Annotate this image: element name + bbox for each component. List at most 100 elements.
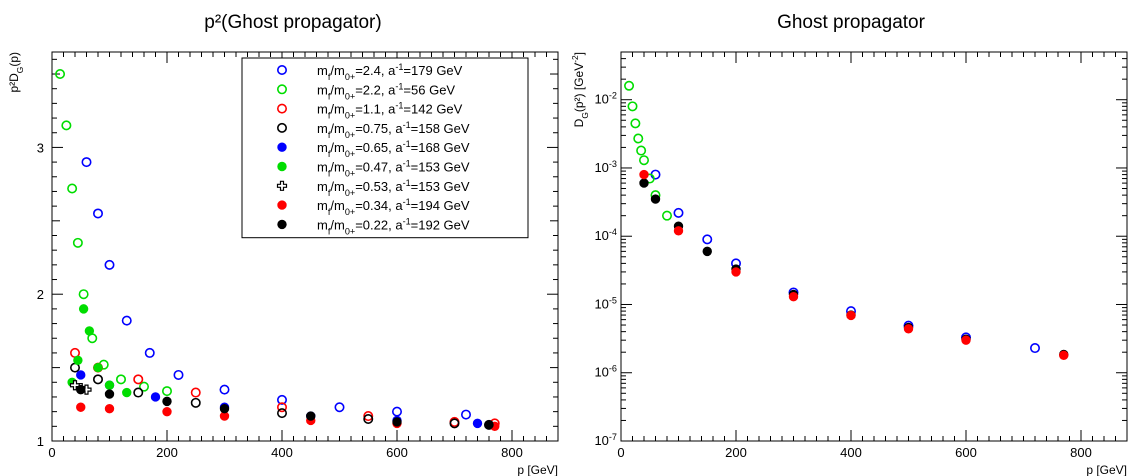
data-point xyxy=(73,355,83,365)
data-point xyxy=(484,420,494,430)
series-2 xyxy=(624,80,672,221)
data-point xyxy=(673,226,684,236)
data-point xyxy=(76,402,86,412)
data-point xyxy=(363,411,374,422)
data-point xyxy=(76,370,86,380)
x-axis-label: p [GeV] xyxy=(1086,463,1127,476)
data-point xyxy=(630,118,641,129)
legend-marker xyxy=(276,84,287,95)
data-point xyxy=(219,404,230,414)
x-tick-label: 200 xyxy=(725,445,747,460)
data-point xyxy=(650,194,661,204)
data-point xyxy=(627,101,638,112)
data-point xyxy=(363,413,374,424)
y-tick-label: 2 xyxy=(37,287,44,302)
data-point xyxy=(846,310,856,321)
legend-label: mf/m0+=0.47, a-1=153 GeV xyxy=(317,159,470,179)
data-point xyxy=(173,369,184,380)
x-tick-label: 400 xyxy=(840,445,862,460)
data-point xyxy=(1030,343,1041,354)
data-point xyxy=(104,389,115,399)
data-point xyxy=(72,237,83,248)
chart-title-2: Ghost propagator xyxy=(777,12,926,33)
x-tick-label: 600 xyxy=(386,445,408,460)
data-points xyxy=(55,69,500,432)
data-point xyxy=(93,362,103,373)
data-point xyxy=(150,392,161,402)
series-9 xyxy=(76,384,494,430)
legend-marker xyxy=(277,161,287,172)
x-axis-label: p [GeV] xyxy=(517,463,558,476)
data-point xyxy=(1059,350,1069,361)
data-point xyxy=(116,374,127,385)
y-tick-label: 10-2 xyxy=(594,91,617,107)
legend-label: mf/m0+=0.75, a-1=158 GeV xyxy=(317,120,470,140)
series-2 xyxy=(55,69,173,397)
data-point xyxy=(276,408,287,419)
data-point xyxy=(78,304,89,314)
y-axis-label: DG(p²) [GeV-2] xyxy=(570,52,590,127)
data-point xyxy=(219,384,230,395)
data-point xyxy=(104,404,115,414)
data-point xyxy=(702,234,713,245)
series-4 xyxy=(639,169,1069,361)
data-point xyxy=(449,418,460,429)
plot-frame xyxy=(620,51,1128,442)
legend-marker xyxy=(276,122,287,133)
legend-box xyxy=(241,57,529,239)
data-point xyxy=(190,397,201,408)
data-point xyxy=(104,380,115,390)
legend-label: mf/m0+=0.34, a-1=194 GeV xyxy=(317,197,470,217)
data-point xyxy=(133,374,144,385)
y-axis-label: p²DG(p) xyxy=(7,52,25,93)
data-point xyxy=(673,207,684,218)
data-point xyxy=(61,120,72,131)
series-1 xyxy=(650,169,1041,354)
data-points xyxy=(624,80,1069,361)
data-point xyxy=(144,347,155,358)
legend-marker xyxy=(277,200,287,210)
data-point xyxy=(638,155,649,166)
legend-label: mf/m0+=0.22, a-1=192 GeV xyxy=(317,216,470,236)
data-point xyxy=(636,145,647,156)
data-point xyxy=(661,210,672,221)
legend-marker xyxy=(276,103,287,114)
data-point xyxy=(624,80,635,91)
data-point xyxy=(190,387,201,398)
series-5 xyxy=(76,370,483,429)
data-point xyxy=(78,289,89,300)
data-point xyxy=(472,418,483,429)
data-point xyxy=(122,387,132,398)
data-point xyxy=(139,381,150,392)
legend-marker xyxy=(276,65,287,76)
data-point xyxy=(460,409,471,420)
legend-label: mf/m0+=0.53, a-1=153 GeV xyxy=(317,178,470,198)
legend-marker xyxy=(277,219,287,230)
data-point xyxy=(306,411,316,421)
data-point xyxy=(276,394,287,405)
x-tick-label: 400 xyxy=(271,445,293,460)
panel-2: Ghost propagator 0 200 400 600 800 p [GeV] 10-7… xyxy=(570,12,1128,476)
x-tick-label: 0 xyxy=(617,445,624,460)
data-point xyxy=(633,133,644,144)
y-tick-label: 10-6 xyxy=(594,364,617,380)
legend-label: mf/m0+=0.65, a-1=168 GeV xyxy=(317,139,470,159)
series-3 xyxy=(639,178,1069,360)
y-tick-label: 10-5 xyxy=(594,295,617,311)
data-point xyxy=(702,246,712,257)
x-tick-label: 800 xyxy=(501,445,523,460)
data-point xyxy=(639,178,649,188)
data-point xyxy=(76,384,86,395)
data-point xyxy=(55,69,66,80)
y-tick-label: 1 xyxy=(37,434,44,449)
data-point xyxy=(391,406,402,417)
x-tick-label: 600 xyxy=(955,445,977,460)
x-tick-label: 200 xyxy=(156,445,178,460)
series-4 xyxy=(70,362,494,430)
data-point xyxy=(731,267,741,277)
series-8 xyxy=(76,402,500,432)
data-point xyxy=(162,406,172,417)
